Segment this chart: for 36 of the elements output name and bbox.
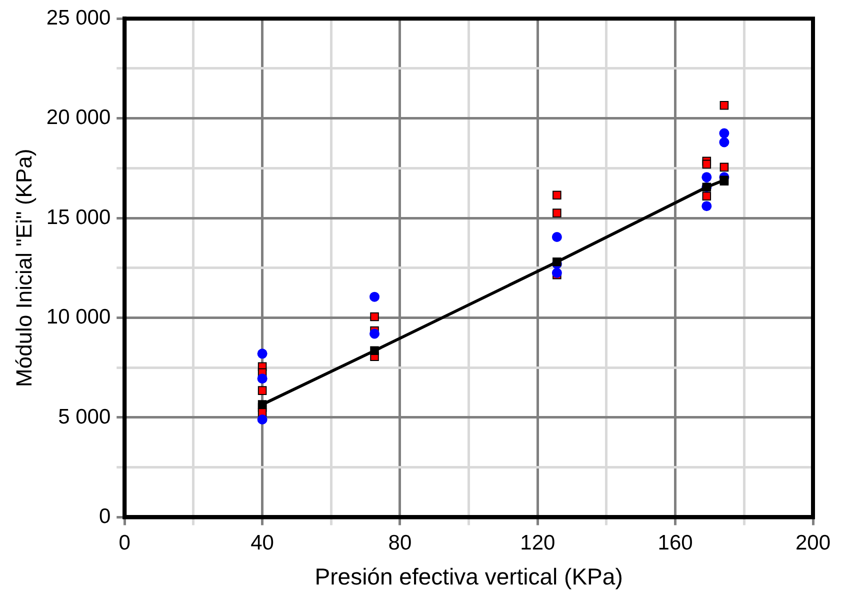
point — [702, 192, 712, 200]
point — [258, 386, 267, 395]
point — [702, 172, 712, 182]
point — [370, 312, 379, 322]
point — [719, 128, 730, 138]
point — [702, 160, 712, 169]
x-tick-label: 120 — [520, 532, 556, 555]
point — [720, 100, 729, 110]
point — [370, 292, 380, 302]
point — [257, 414, 268, 424]
y-tick-label: 5 000 — [58, 405, 111, 428]
point — [719, 137, 730, 148]
x-tick-label: 200 — [795, 532, 831, 555]
point — [552, 190, 562, 200]
point — [552, 268, 562, 278]
y-tick-label: 25 000 — [46, 6, 111, 30]
point — [720, 162, 729, 172]
x-tick-label: 80 — [388, 532, 412, 555]
x-tick-label: 160 — [658, 532, 693, 555]
point — [552, 258, 562, 266]
point — [552, 232, 562, 242]
point — [370, 328, 380, 339]
y-tick-label: 0 — [98, 504, 111, 528]
point — [258, 400, 267, 409]
y-axis-title: Módulo Inicial "Ei" (KPa) — [11, 148, 36, 387]
x-tick-label: 40 — [250, 532, 274, 555]
point — [370, 346, 379, 356]
y-tick-label: 15 000 — [46, 206, 111, 229]
x-tick-label: 0 — [118, 532, 130, 555]
point — [552, 208, 562, 218]
point — [257, 348, 268, 359]
y-tick-label: 20 000 — [46, 106, 111, 130]
point — [257, 374, 268, 384]
x-axis-title: Presión efectiva vertical (KPa) — [314, 564, 623, 590]
point — [702, 201, 712, 212]
y-tick-label: 10 000 — [46, 306, 111, 329]
